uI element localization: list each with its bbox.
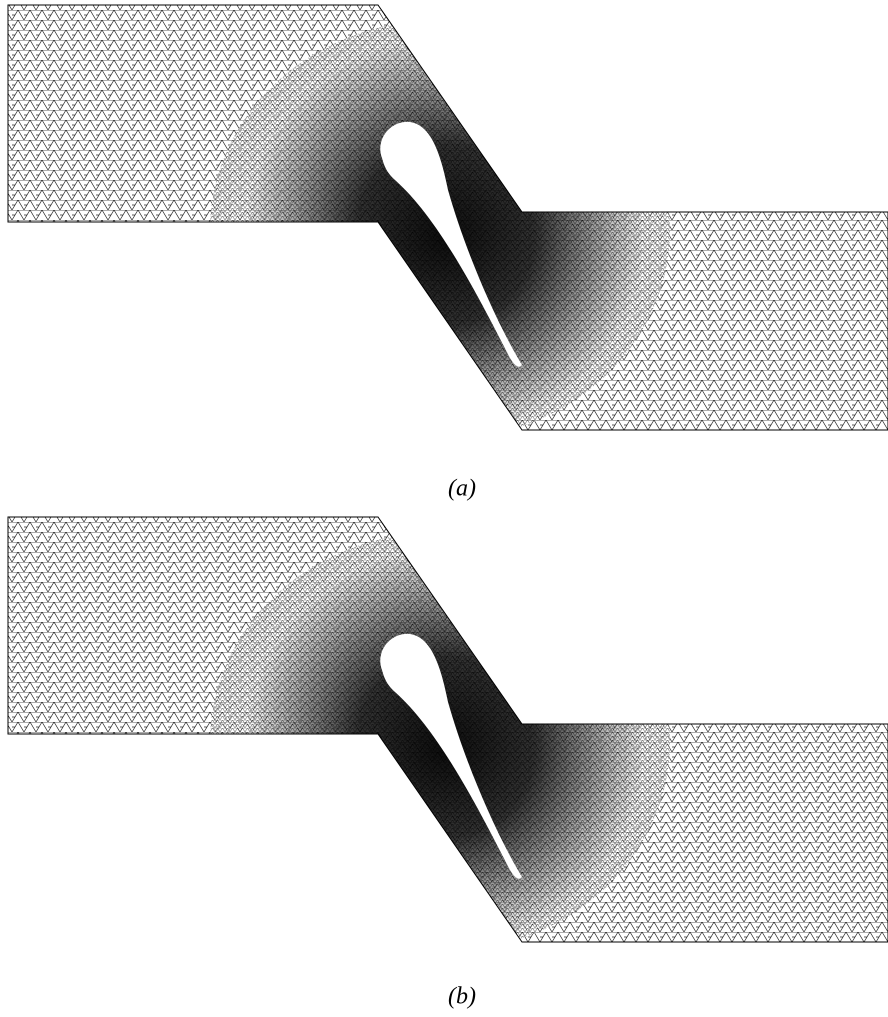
mesh-panel-b	[8, 517, 888, 952]
mesh-panel-a	[8, 5, 888, 440]
caption: (b)	[448, 984, 476, 1010]
caption: (a)	[448, 476, 476, 502]
